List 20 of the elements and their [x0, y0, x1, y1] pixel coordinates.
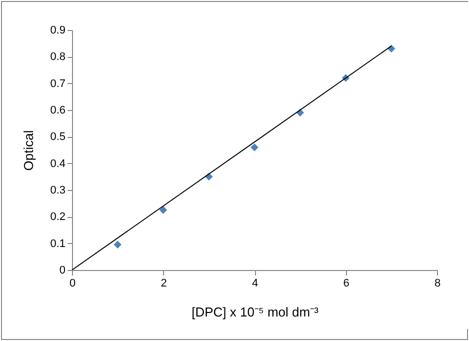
- x-tick-label: 4: [252, 278, 258, 290]
- y-tick-label: 0.4: [50, 158, 66, 170]
- x-tick-label: 0: [69, 278, 76, 290]
- x-tick-label: 2: [160, 278, 167, 290]
- y-tick-label: 0: [59, 264, 66, 276]
- y-tick-label: 0.5: [50, 131, 66, 144]
- y-tick-label: 0.9: [50, 24, 66, 36]
- y-tick-label: 0.7: [50, 78, 66, 90]
- point: [114, 240, 122, 249]
- point: [250, 143, 258, 152]
- y-tick-label: 0.3: [50, 184, 66, 196]
- x-tick-label: 8: [434, 278, 441, 290]
- y-axis-title: Optical: [21, 130, 36, 171]
- y-tick-label: 0.1: [50, 238, 66, 250]
- point: [159, 206, 168, 214]
- x-axis-title: [DPC] x 10⁻⁵ mol dm⁻³: [192, 304, 320, 320]
- x-tick-label: 6: [343, 278, 350, 290]
- y-tick-label: 0.6: [50, 104, 66, 116]
- y-tick-label: 0.2: [50, 211, 66, 224]
- y-tick-label: 0.8: [50, 51, 66, 64]
